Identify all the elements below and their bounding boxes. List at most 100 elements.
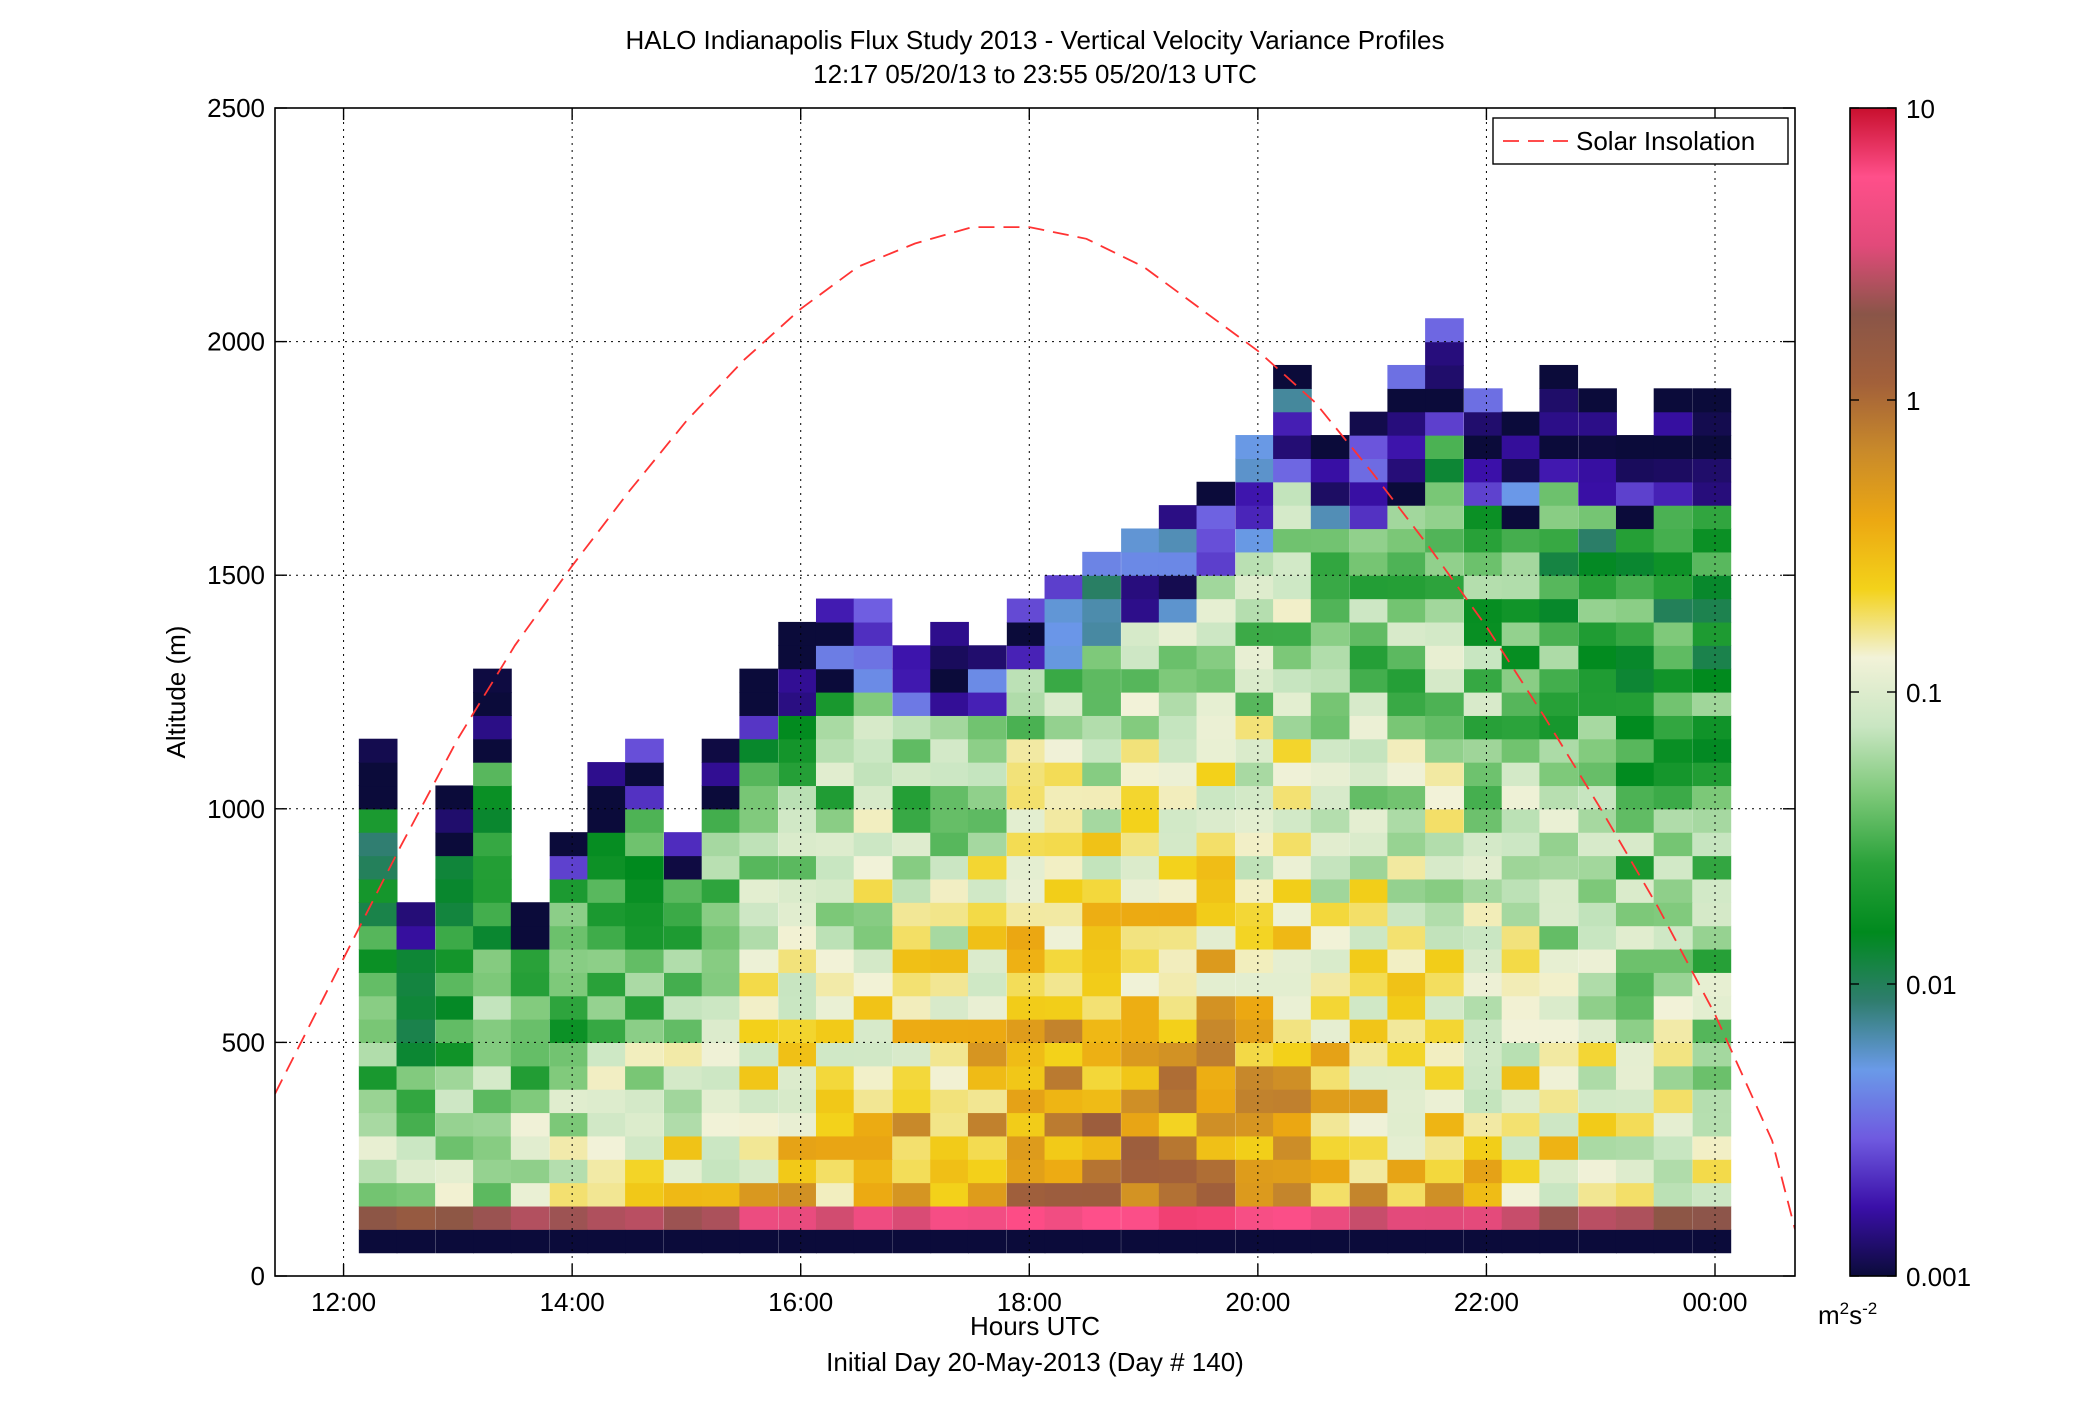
heatmap-cell xyxy=(892,645,932,670)
heatmap-cell xyxy=(1539,1089,1579,1114)
heatmap-cell xyxy=(778,1159,817,1184)
heatmap-cell xyxy=(358,1065,398,1090)
heatmap-cell xyxy=(435,1182,475,1207)
heatmap-cell xyxy=(815,1089,855,1114)
heatmap-cell xyxy=(1463,481,1503,506)
heatmap-cell xyxy=(435,1065,475,1090)
heatmap-cell xyxy=(1349,785,1389,810)
heatmap-cell xyxy=(1692,551,1732,576)
heatmap-cell xyxy=(1501,1089,1541,1114)
heatmap-cell xyxy=(473,925,512,950)
heatmap-cell xyxy=(1692,995,1732,1020)
heatmap-cell xyxy=(435,1089,475,1114)
heatmap-cell xyxy=(1539,645,1579,670)
heatmap-cell xyxy=(1235,505,1275,530)
heatmap-cell xyxy=(1082,645,1121,670)
heatmap-cell xyxy=(815,1182,855,1207)
heatmap-cell xyxy=(967,902,1007,927)
heatmap-cell xyxy=(510,1019,550,1043)
heatmap-cell xyxy=(1006,1112,1046,1137)
heatmap-cell xyxy=(1615,902,1655,927)
heatmap-cell xyxy=(1463,925,1503,950)
heatmap-cell xyxy=(1425,528,1464,553)
heatmap-cell xyxy=(1653,692,1693,716)
heatmap-cell xyxy=(930,1182,969,1207)
heatmap-cell xyxy=(853,621,893,646)
heatmap-cell xyxy=(1539,878,1579,903)
heatmap-cell xyxy=(1387,621,1427,646)
heatmap-cell xyxy=(1425,925,1464,950)
heatmap-cell xyxy=(815,1205,855,1230)
heatmap-cell xyxy=(892,925,932,950)
heatmap-cell xyxy=(853,762,893,787)
heatmap-cell xyxy=(1158,1182,1198,1207)
heatmap-cell xyxy=(663,855,703,880)
heatmap-cell xyxy=(701,972,741,997)
heatmap-cell xyxy=(358,808,398,833)
heatmap-cell xyxy=(1539,575,1579,600)
heatmap-cell xyxy=(701,995,741,1020)
heatmap-cell xyxy=(396,1065,436,1090)
heatmap-cell xyxy=(1310,995,1350,1020)
heatmap-cell xyxy=(1196,692,1236,716)
heatmap-cell xyxy=(1006,1229,1046,1254)
heatmap-cell xyxy=(930,1159,969,1184)
heatmap-cell xyxy=(435,1135,475,1160)
heatmap-cell xyxy=(473,902,512,927)
heatmap-cell xyxy=(625,1182,664,1207)
heatmap-cell xyxy=(1578,575,1617,600)
heatmap-cell xyxy=(1653,1135,1693,1160)
heatmap-cell xyxy=(1501,458,1541,483)
heatmap-cell xyxy=(1349,972,1389,997)
heatmap-cell xyxy=(892,1042,932,1067)
heatmap-cell xyxy=(1310,785,1350,810)
heatmap-cell xyxy=(1653,1182,1693,1207)
heatmap-cell xyxy=(967,1135,1007,1160)
heatmap-cell xyxy=(1653,575,1693,600)
heatmap-cell xyxy=(892,948,932,973)
heatmap-cell xyxy=(815,738,855,763)
heatmap-cell xyxy=(1235,1042,1275,1067)
heatmap-cell xyxy=(1539,692,1579,716)
heatmap-cell xyxy=(1273,878,1312,903)
heatmap-cell xyxy=(1082,972,1121,997)
heatmap-cell xyxy=(1044,668,1084,693)
heatmap-cell xyxy=(625,855,664,880)
heatmap-cell xyxy=(1501,645,1541,670)
heatmap-cell xyxy=(778,855,817,880)
heatmap-cell xyxy=(1539,1019,1579,1043)
heatmap-cell xyxy=(1463,785,1503,810)
heatmap-cell xyxy=(1692,411,1732,436)
heatmap-cell xyxy=(1082,1042,1121,1067)
heatmap-cell xyxy=(853,785,893,810)
heatmap-cell xyxy=(1158,505,1198,530)
heatmap-cell xyxy=(1121,645,1160,670)
heatmap-cell xyxy=(967,715,1007,740)
heatmap-cell xyxy=(625,808,664,833)
heatmap-cell xyxy=(778,692,817,716)
heatmap-cell xyxy=(853,692,893,716)
heatmap-cell xyxy=(1539,808,1579,833)
heatmap-cell xyxy=(1387,925,1427,950)
heatmap-cell xyxy=(815,832,855,857)
heatmap-cell xyxy=(930,1019,969,1043)
heatmap-cell xyxy=(1273,1112,1312,1137)
heatmap-cell xyxy=(1006,878,1046,903)
heatmap-cell xyxy=(778,1089,817,1114)
heatmap-cell xyxy=(1310,1229,1350,1254)
heatmap-cell xyxy=(1235,551,1275,576)
heatmap-cell xyxy=(1196,878,1236,903)
heatmap-cell xyxy=(625,1042,664,1067)
heatmap-cell xyxy=(1425,1042,1464,1067)
heatmap-cell xyxy=(396,1182,436,1207)
heatmap-cell xyxy=(778,1205,817,1230)
heatmap-cell xyxy=(663,995,703,1020)
heatmap-cell xyxy=(930,1229,969,1254)
heatmap-cell xyxy=(549,1042,589,1067)
heatmap-cell xyxy=(1692,1065,1732,1090)
heatmap-cell xyxy=(1006,832,1046,857)
heatmap-cell xyxy=(1235,528,1275,553)
heatmap-cell xyxy=(1578,878,1617,903)
heatmap-cell xyxy=(1273,762,1312,787)
heatmap-cell xyxy=(1235,1229,1275,1254)
